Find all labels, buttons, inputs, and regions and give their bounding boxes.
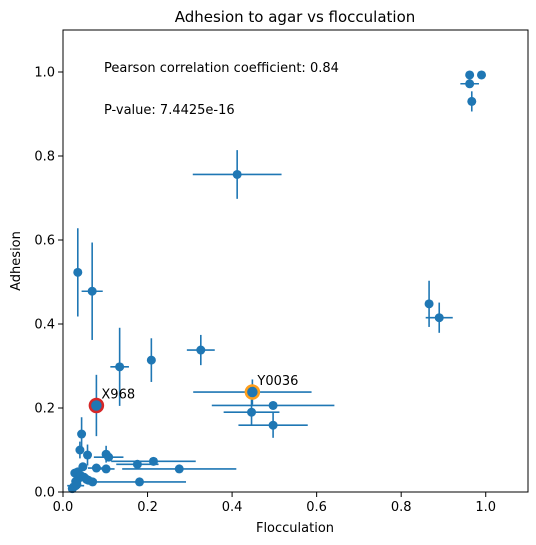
highlight-labels: X968 Y0036 [101,374,298,402]
data-point-17 [77,429,87,439]
data-point-10 [146,355,156,365]
plot-frame [62,29,529,493]
y-tick-label: 1.0 [34,66,55,81]
data-point-15 [268,420,278,430]
chart-title: Adhesion to agar vs flocculation [175,8,416,26]
data-point-24 [91,463,101,473]
data-point-2 [465,79,475,89]
data-point-19 [83,450,93,460]
data-point-26 [174,464,184,474]
x-axis-label: Flocculation [256,521,334,536]
x-tick-label: 0.8 [391,500,412,515]
x-tick-label: 0.0 [53,500,74,515]
data-point-41 [72,479,82,489]
data-point-21 [104,452,114,462]
x-axis-ticks: 0.0 0.2 0.4 0.6 0.8 1.0 [53,492,496,515]
x-tick-label: 0.6 [306,500,327,515]
data-point-36 [88,477,98,487]
x-tick-label: 0.2 [137,500,158,515]
data-point-37 [135,477,145,487]
y-axis-ticks: 0.0 0.2 0.4 0.6 0.8 1.0 [34,66,63,501]
data-points [67,70,486,494]
y-tick-label: 0.4 [34,318,55,333]
pearson-annotation: Pearson correlation coefficient: 0.84 [104,61,339,76]
data-point-23 [132,459,142,469]
data-point-14 [247,407,257,417]
p-value-annotation: P-value: 7.4425e-16 [104,103,235,118]
data-point-9 [196,345,206,355]
data-point-8 [434,313,444,323]
y-tick-label: 0.6 [34,234,55,249]
highlight-label-Y0036: Y0036 [256,374,298,389]
highlight-point-X968 [88,397,105,414]
data-point-1 [477,70,486,80]
y-tick-label: 0.2 [34,402,55,417]
data-point-3 [467,96,477,106]
highlight-point-Y0036 [244,384,261,400]
x-tick-label: 0.4 [222,500,243,515]
y-axis-label: Adhesion [9,231,24,291]
data-point-5 [73,267,83,277]
data-point-13 [268,400,278,410]
y-tick-label: 0.0 [34,486,55,501]
y-tick-label: 0.8 [34,150,55,165]
data-point-7 [424,299,434,309]
x-tick-label: 1.0 [475,500,496,515]
data-point-0 [465,70,475,80]
data-point-4 [232,169,242,179]
data-point-11 [115,362,125,372]
highlight-label-X968: X968 [101,387,135,402]
data-point-22 [148,456,158,466]
data-point-25 [101,464,111,474]
data-point-18 [75,445,85,455]
data-point-6 [87,286,97,296]
highlighted-points [88,384,261,414]
